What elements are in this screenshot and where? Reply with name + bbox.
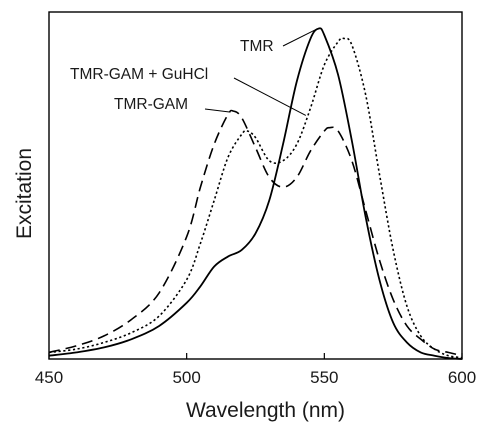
series-line-tmr xyxy=(48,27,463,360)
y-axis-title: Excitation xyxy=(13,148,36,239)
x-axis-title: Wavelength (nm) xyxy=(186,399,345,422)
annotation-leader xyxy=(204,108,231,113)
annotation-label: TMR-GAM + GuHCl xyxy=(70,66,208,83)
series-line-tmr-gam xyxy=(48,109,463,357)
x-tick-label-500: 500 xyxy=(172,368,200,387)
annotation-leader xyxy=(282,29,317,47)
plot-frame xyxy=(48,11,463,360)
annotation-label: TMR xyxy=(240,38,274,55)
plot-area xyxy=(48,27,463,360)
x-tick-label-450: 450 xyxy=(35,368,63,387)
series-line-tmr-gam-guhcl xyxy=(48,37,463,359)
curve-annotations: TMR TMR-GAM + GuHCl TMR-GAM xyxy=(70,29,317,116)
annotation-label: TMR-GAM xyxy=(114,96,188,113)
x-axis: 450 500 550 600 xyxy=(35,353,476,387)
x-tick-label-600: 600 xyxy=(448,368,476,387)
annotation-leader xyxy=(233,77,307,116)
x-tick-label-550: 550 xyxy=(310,368,338,387)
